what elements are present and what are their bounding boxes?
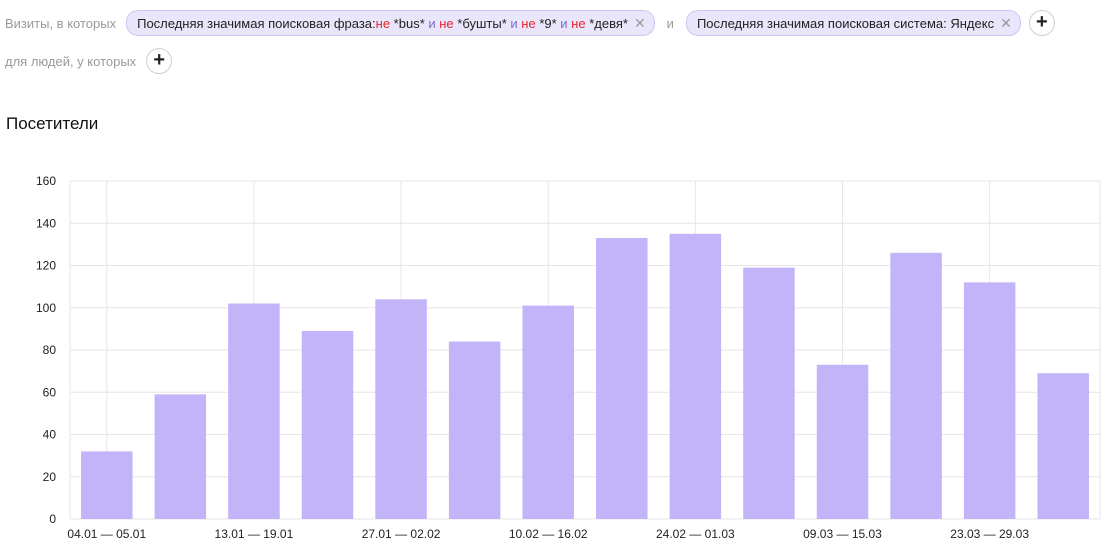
filter-condition-conj: и xyxy=(424,15,436,31)
y-tick-label: 0 xyxy=(49,512,56,526)
x-tick-label: 04.01 — 05.01 xyxy=(67,527,146,541)
x-tick-label: 10.02 — 16.02 xyxy=(509,527,588,541)
y-tick-label: 160 xyxy=(36,174,56,188)
add-people-condition-button[interactable]: + xyxy=(146,48,173,74)
filter-condition-value: *девя* xyxy=(585,15,628,31)
filter-joiner: и xyxy=(666,15,674,31)
plus-icon: + xyxy=(1035,11,1048,33)
y-tick-label: 100 xyxy=(36,301,56,315)
filter-condition-value: *9* xyxy=(535,15,557,31)
bar[interactable] xyxy=(154,394,207,519)
bar[interactable] xyxy=(816,364,869,519)
bar[interactable] xyxy=(596,238,648,519)
visits-filter-row: Визиты, в которых Последняя значимая пои… xyxy=(5,8,1055,38)
x-tick-label: 13.01 — 19.01 xyxy=(215,527,294,541)
x-tick-label: 09.03 — 15.03 xyxy=(803,527,882,541)
search-engine-filter-label: Последняя значимая поисковая система: Ян… xyxy=(696,15,995,31)
bar[interactable] xyxy=(301,330,354,519)
filter-condition-conj: и xyxy=(556,15,568,31)
people-filter-label: для людей, у которых xyxy=(5,53,137,69)
add-visit-condition-button[interactable]: + xyxy=(1028,10,1055,36)
bar[interactable] xyxy=(669,233,722,519)
bar[interactable] xyxy=(448,341,501,519)
search-phrase-filter-label: Последняя значимая поисковая фраза: xyxy=(137,15,376,31)
y-tick-label: 60 xyxy=(43,385,57,399)
x-tick-label: 24.02 — 01.03 xyxy=(656,527,735,541)
filter-condition-neg: не xyxy=(375,15,391,31)
search-phrase-filter-conditions: не *bus* и не *бушты* и не *9* и не *дев… xyxy=(376,16,628,31)
filter-condition-value: *бушты* xyxy=(453,15,507,31)
bar[interactable] xyxy=(963,282,1016,519)
close-icon[interactable]: ✕ xyxy=(633,15,646,31)
bar[interactable] xyxy=(1037,373,1089,519)
chart-title: Посетители xyxy=(6,114,99,133)
bar[interactable] xyxy=(522,305,574,519)
y-tick-label: 40 xyxy=(43,428,57,442)
filter-condition-conj: и xyxy=(506,15,518,31)
close-icon[interactable]: ✕ xyxy=(1000,15,1012,31)
filter-condition-value: *bus* xyxy=(390,15,425,31)
visits-filter-label: Визиты, в которых xyxy=(5,15,117,31)
x-tick-label: 23.03 — 29.03 xyxy=(950,527,1029,541)
bar[interactable] xyxy=(228,303,280,519)
bar[interactable] xyxy=(890,252,942,519)
y-tick-label: 140 xyxy=(36,216,56,230)
filter-condition-neg: не xyxy=(517,15,536,31)
bar[interactable] xyxy=(375,299,427,519)
filter-condition-neg: не xyxy=(567,15,586,31)
bar[interactable] xyxy=(743,267,795,519)
y-tick-label: 120 xyxy=(36,259,56,273)
people-filter-row: для людей, у которых + xyxy=(5,46,173,76)
bar[interactable] xyxy=(81,451,133,519)
y-tick-label: 80 xyxy=(43,343,57,357)
search-engine-filter-chip[interactable]: Последняя значимая поисковая система: Ян… xyxy=(685,10,1021,36)
filter-condition-neg: не xyxy=(435,15,454,31)
search-phrase-filter-chip[interactable]: Последняя значимая поисковая фраза: не *… xyxy=(126,10,655,36)
y-tick-label: 20 xyxy=(43,470,57,484)
x-tick-label: 27.01 — 02.02 xyxy=(362,527,441,541)
plus-icon: + xyxy=(153,49,166,71)
